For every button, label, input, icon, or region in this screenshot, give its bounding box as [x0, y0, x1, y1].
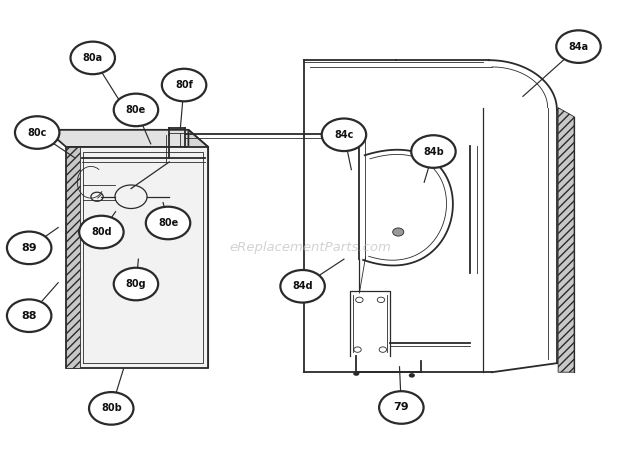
Text: 80e: 80e — [126, 105, 146, 115]
Text: 80a: 80a — [82, 53, 103, 63]
Text: 84b: 84b — [423, 147, 444, 157]
Circle shape — [113, 268, 158, 300]
Text: 89: 89 — [21, 243, 37, 253]
Circle shape — [409, 373, 415, 378]
Text: 80g: 80g — [126, 279, 146, 289]
Text: 84d: 84d — [292, 281, 313, 291]
Text: 84c: 84c — [334, 130, 353, 140]
Circle shape — [89, 392, 133, 425]
Bar — [353, 132, 365, 140]
Text: 80b: 80b — [101, 404, 122, 414]
Circle shape — [15, 116, 60, 149]
Circle shape — [353, 371, 360, 376]
Text: 80c: 80c — [27, 127, 47, 137]
Circle shape — [7, 299, 51, 332]
Circle shape — [379, 391, 423, 424]
Text: 80f: 80f — [175, 80, 193, 90]
Text: eReplacementParts.com: eReplacementParts.com — [229, 241, 391, 254]
Circle shape — [7, 232, 51, 264]
Polygon shape — [558, 108, 574, 372]
Circle shape — [392, 228, 404, 236]
Text: 80d: 80d — [91, 227, 112, 237]
Circle shape — [322, 118, 366, 151]
Circle shape — [79, 216, 123, 248]
Polygon shape — [66, 147, 208, 368]
Polygon shape — [46, 130, 208, 147]
Circle shape — [71, 42, 115, 74]
Text: 80e: 80e — [158, 218, 178, 228]
Polygon shape — [188, 130, 208, 368]
Circle shape — [556, 30, 601, 63]
Circle shape — [280, 270, 325, 303]
Circle shape — [162, 69, 206, 101]
Circle shape — [146, 207, 190, 239]
Circle shape — [113, 94, 158, 126]
Text: 79: 79 — [394, 403, 409, 413]
Text: 88: 88 — [22, 311, 37, 321]
Polygon shape — [66, 147, 80, 368]
Circle shape — [411, 135, 456, 168]
Text: 84a: 84a — [569, 41, 588, 51]
